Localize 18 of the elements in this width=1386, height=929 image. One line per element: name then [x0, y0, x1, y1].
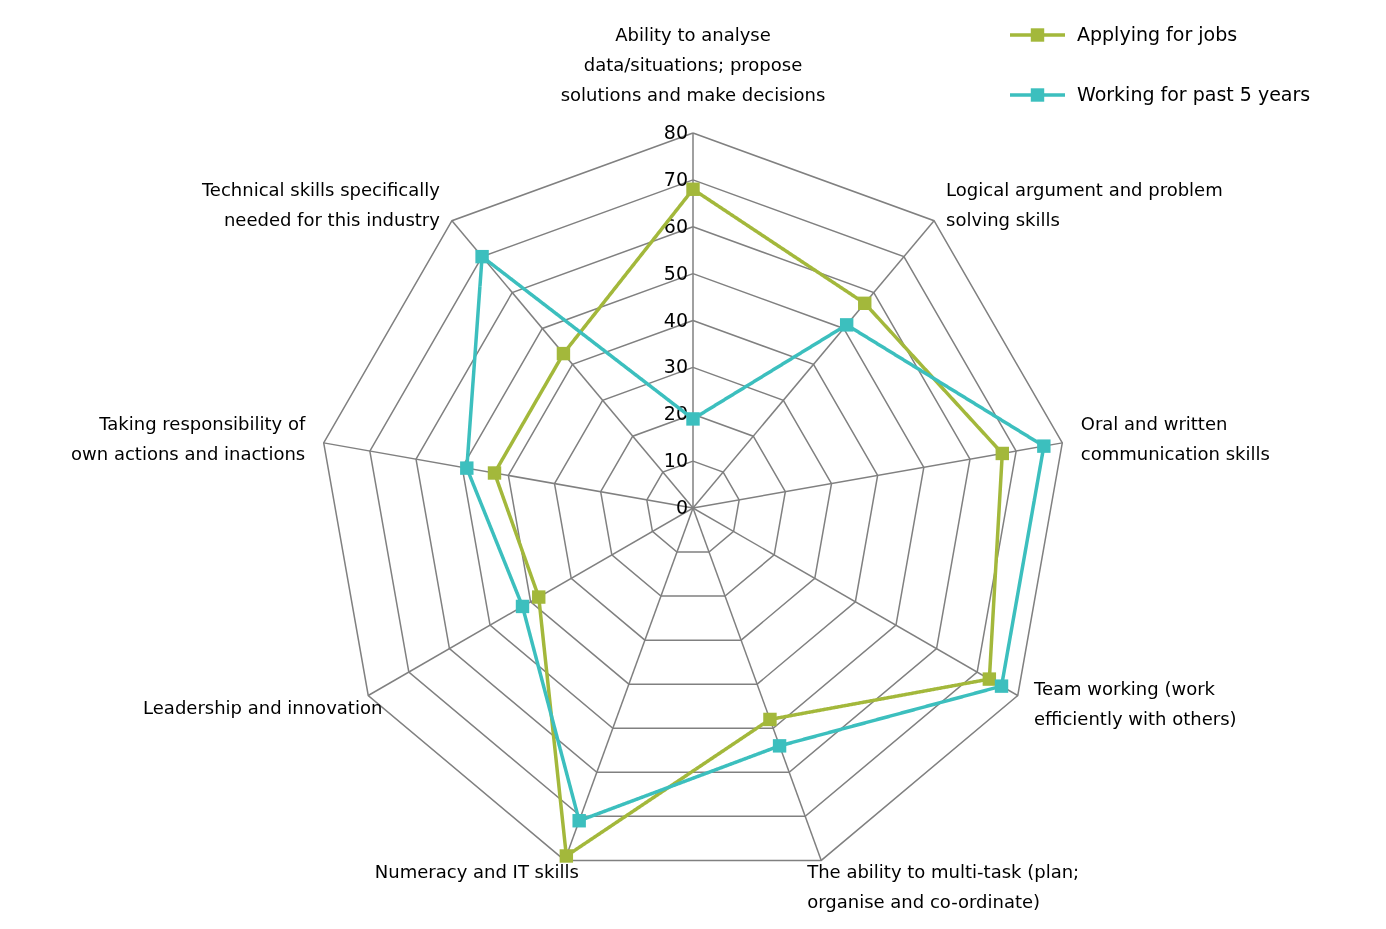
y-tick-label: 10 — [663, 449, 688, 472]
spoke-label: Oral and written communication skills — [1080, 412, 1270, 464]
y-tick-label: 50 — [663, 261, 688, 284]
spoke-label: Logical argument and problem solving skills — [946, 179, 1223, 231]
spoke-label: Taking responsibility of own actions and inactions — [71, 412, 306, 464]
y-tick-label: 40 — [663, 308, 688, 331]
legend-label: Applying for jobs — [1077, 23, 1238, 45]
spoke-label: Technical skills specifically needed for this industry — [200, 179, 441, 231]
legend-label: Working for past 5 years — [1077, 83, 1311, 105]
spoke-label: Ability to analyse data/situations; propose solutions and make decisions — [560, 23, 826, 105]
y-tick-label: 80 — [663, 121, 688, 143]
y-tick-label: 70 — [663, 167, 688, 190]
y-tick-label: 30 — [663, 355, 688, 378]
spoke-label: Numeracy and IT skills — [374, 861, 579, 883]
spoke-label: The ability to multi-task (plan; organise and co-ordinate) — [806, 861, 1080, 913]
y-tick-label: 0 — [675, 496, 688, 518]
spoke-label: Leadership and innovation — [143, 696, 383, 718]
spoke-label: Team working (work efficiently with others) — [1033, 677, 1237, 729]
